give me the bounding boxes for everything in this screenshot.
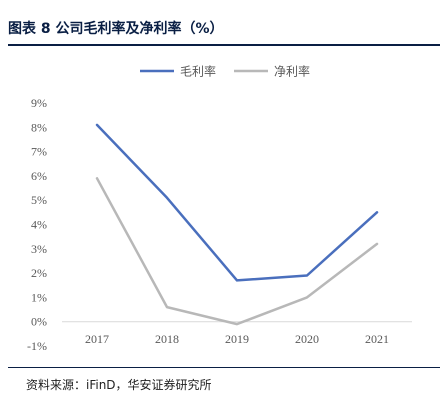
x-tick-label: 2021 [365,332,389,346]
line-chart: -1% 0% 1% 2% 3% 4% 5% 6% 7% 8% 9% 2017 2018 2019 2020 2… [27,64,412,353]
title-bar [8,0,440,46]
y-tick-label: 6% [31,169,47,183]
x-tick-label: 2020 [295,332,319,346]
x-tick-label: 2017 [85,332,109,346]
y-tick-label: 9% [31,96,47,110]
y-tick-label: 1% [31,290,47,304]
source-note: 资料来源：iFinD，华安证券研究所 [26,378,212,392]
y-tick-label: 3% [31,242,47,256]
series-line-net-margin [95,177,379,326]
y-tick-label: 2% [31,266,47,280]
y-tick-label: 8% [31,120,47,134]
legend-label-gross-margin: 毛利率 [180,64,216,79]
x-tick-label: 2018 [155,332,179,346]
y-tick-label: -1% [27,339,47,353]
series-line-gross-margin [95,123,379,282]
y-tick-label: 4% [31,218,47,232]
page-title: 图表 8 公司毛利率及净利率（%） [8,21,224,37]
y-tick-label: 7% [31,145,47,159]
y-tick-label: 0% [31,315,47,329]
source-divider [8,367,440,368]
x-tick-label: 2019 [225,332,249,346]
legend-label-net-margin: 净利率 [274,64,310,79]
y-tick-label: 5% [31,193,47,207]
